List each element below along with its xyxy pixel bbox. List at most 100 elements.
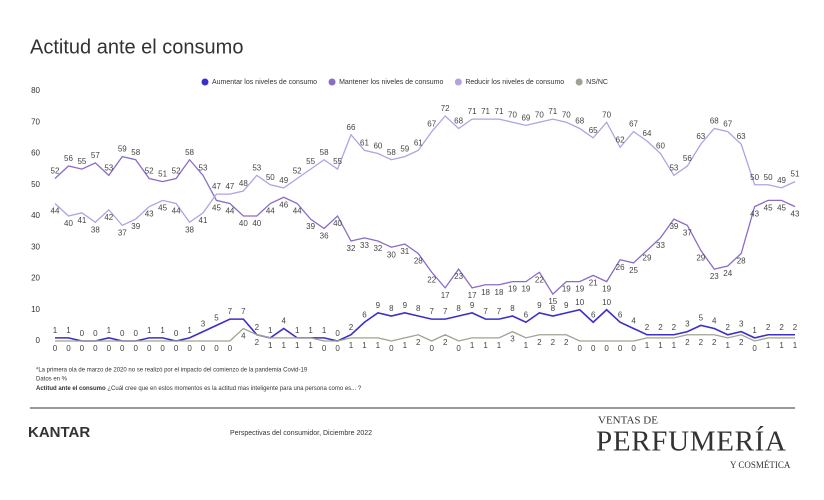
data-label: 46 [279, 200, 288, 209]
data-label: 2 [779, 323, 784, 332]
data-label: 9 [537, 301, 542, 310]
data-label: 10 [575, 298, 584, 307]
data-label: 2 [658, 323, 663, 332]
data-label: 3 [739, 320, 744, 329]
data-label: 2 [551, 338, 556, 347]
data-label: 44 [225, 207, 234, 216]
data-label: 9 [376, 301, 381, 310]
y-tick-label: 30 [31, 242, 40, 251]
data-label: 0 [120, 344, 125, 353]
data-label: 56 [64, 154, 73, 163]
data-label: 33 [360, 241, 369, 250]
data-label: 1 [187, 326, 192, 335]
data-label: 0 [578, 344, 583, 353]
data-label: 1 [645, 341, 650, 350]
data-label: 68 [454, 117, 463, 126]
data-label: 55 [333, 157, 342, 166]
data-label: 0 [160, 344, 165, 353]
data-label: 4 [282, 317, 287, 326]
data-label: 2 [255, 338, 260, 347]
data-label: 44 [293, 207, 302, 216]
data-label: 0 [228, 344, 233, 353]
note: Datos en % [36, 377, 68, 383]
data-label: 19 [575, 285, 584, 294]
data-label: 1 [362, 341, 367, 350]
data-label: 44 [172, 207, 181, 216]
data-label: 9 [564, 301, 569, 310]
data-label: 25 [629, 266, 638, 275]
question: Actitud ante el consumo ¿Cuál cree que e… [36, 386, 362, 392]
data-label: 0 [456, 344, 461, 353]
data-label: 45 [212, 203, 221, 212]
data-label: 19 [521, 285, 530, 294]
data-label: 0 [134, 344, 139, 353]
data-label: 61 [414, 138, 423, 147]
data-label: 1 [295, 341, 300, 350]
data-label: 32 [373, 244, 382, 253]
data-label: 58 [131, 148, 140, 157]
data-label: 1 [160, 326, 165, 335]
data-label: 40 [333, 219, 342, 228]
data-label: 44 [266, 207, 275, 216]
data-label: 58 [185, 148, 194, 157]
data-label: 1 [779, 341, 784, 350]
data-label: 7 [483, 307, 488, 316]
data-label: 3 [685, 320, 690, 329]
data-label: 4 [631, 317, 636, 326]
data-label: 43 [750, 210, 759, 219]
data-label: 0 [335, 344, 340, 353]
legend-label: Reducir los niveles de consumo [465, 79, 564, 86]
data-label: 67 [629, 120, 638, 129]
data-label: 5 [214, 313, 219, 322]
data-label: 0 [389, 344, 394, 353]
data-label: 5 [699, 313, 704, 322]
data-label: 51 [791, 170, 800, 179]
data-label: 2 [255, 323, 260, 332]
data-label: 4 [712, 317, 717, 326]
data-label: 56 [683, 154, 692, 163]
data-label: 53 [104, 163, 113, 172]
data-label: 15 [548, 297, 557, 306]
data-label: 0 [120, 329, 125, 338]
data-label: 71 [481, 107, 490, 116]
data-label: 2 [699, 338, 704, 347]
data-label: 8 [456, 304, 461, 313]
y-tick-label: 70 [31, 117, 40, 126]
data-label: 53 [252, 163, 261, 172]
data-label: 41 [77, 216, 86, 225]
data-label: 43 [791, 210, 800, 219]
data-label: 26 [616, 263, 625, 272]
data-label: 61 [360, 138, 369, 147]
data-label: 36 [320, 232, 329, 241]
data-label: 70 [535, 110, 544, 119]
data-label: 3 [201, 320, 206, 329]
data-label: 1 [147, 326, 152, 335]
data-label: 62 [616, 135, 625, 144]
series-line [55, 308, 795, 342]
data-label: 22 [427, 275, 436, 284]
logo-top: VENTAS DE [598, 415, 658, 427]
data-label: 63 [737, 132, 746, 141]
data-label: 31 [400, 247, 409, 256]
data-label: 49 [279, 176, 288, 185]
data-label: 7 [497, 307, 502, 316]
data-label: 23 [454, 272, 463, 281]
data-label: 69 [521, 113, 530, 122]
data-label: 19 [508, 285, 517, 294]
data-label: 60 [656, 142, 665, 151]
data-label: 2 [739, 338, 744, 347]
question-text: ¿Cuál cree que en estos momentos es la a… [106, 386, 362, 392]
data-label: 51 [158, 170, 167, 179]
data-label: 43 [145, 210, 154, 219]
data-label: 52 [51, 167, 60, 176]
data-label: 6 [591, 310, 596, 319]
legend-label: Aumentar los niveles de consumo [212, 79, 317, 86]
data-label: 2 [766, 323, 771, 332]
data-label: 55 [306, 157, 315, 166]
data-label: 17 [468, 291, 477, 300]
data-label: 71 [495, 107, 504, 116]
data-label: 7 [430, 307, 435, 316]
data-label: 0 [604, 344, 609, 353]
chart-title: Actitud ante el consumo [30, 36, 243, 58]
data-label: 0 [752, 344, 757, 353]
